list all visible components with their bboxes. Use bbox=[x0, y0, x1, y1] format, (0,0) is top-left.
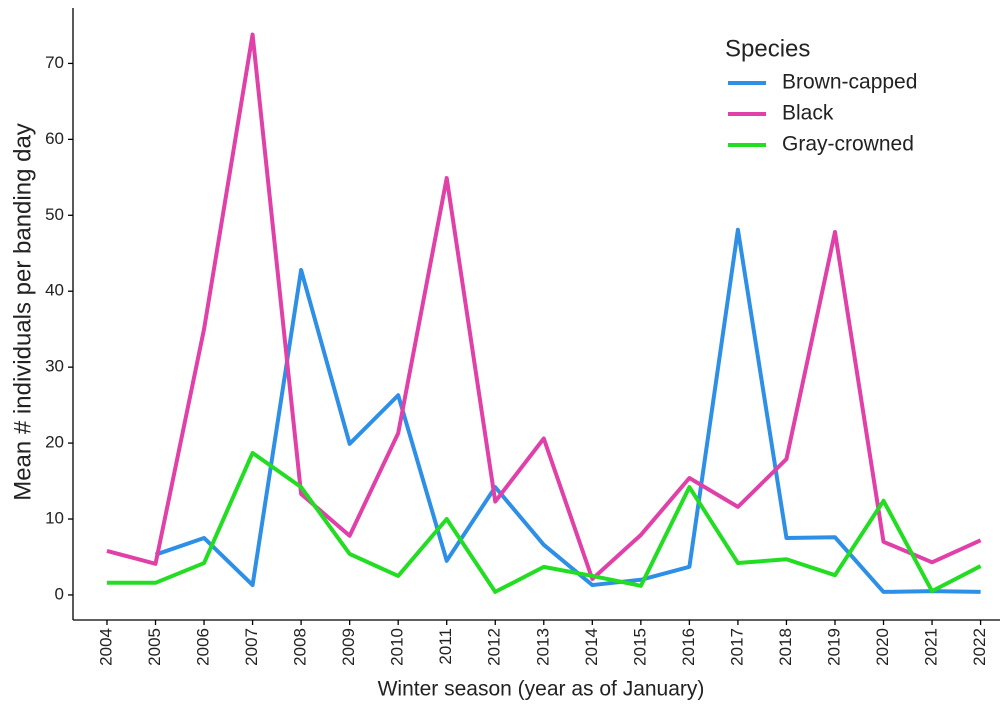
y-tick-label: 40 bbox=[45, 281, 64, 300]
x-tick-label: 2019 bbox=[824, 628, 843, 666]
x-tick-label: 2005 bbox=[145, 628, 164, 666]
y-tick-label: 50 bbox=[45, 205, 64, 224]
y-tick-label: 10 bbox=[45, 508, 64, 527]
x-tick-label: 2008 bbox=[291, 628, 310, 666]
x-tick-label: 2020 bbox=[873, 628, 892, 666]
x-tick-label: 2016 bbox=[679, 628, 698, 666]
y-tick-label: 70 bbox=[45, 53, 64, 72]
y-axis-label: Mean # individuals per banding day bbox=[9, 123, 36, 501]
legend-label: Black bbox=[782, 102, 834, 125]
x-tick-label: 2015 bbox=[630, 628, 649, 666]
x-tick-label: 2010 bbox=[388, 628, 407, 666]
series-line bbox=[154, 227, 981, 594]
legend-title: Species bbox=[725, 35, 810, 62]
x-tick-label: 2011 bbox=[436, 628, 455, 665]
x-tick-label: 2004 bbox=[96, 628, 115, 666]
y-tick-label: 30 bbox=[45, 357, 64, 376]
x-tick-label: 2012 bbox=[485, 628, 504, 666]
x-tick-label: 2013 bbox=[533, 628, 552, 666]
series-line bbox=[106, 450, 982, 594]
y-tick-label: 20 bbox=[45, 433, 64, 452]
x-tick-label: 2014 bbox=[582, 628, 601, 666]
series-line bbox=[106, 32, 982, 581]
x-tick-label: 2021 bbox=[922, 628, 941, 666]
x-tick-label: 2018 bbox=[776, 628, 795, 666]
y-tick-label: 0 bbox=[55, 584, 64, 603]
x-tick-label: 2009 bbox=[339, 628, 358, 666]
legend-label: Gray-crowned bbox=[782, 133, 914, 156]
x-axis-label: Winter season (year as of January) bbox=[378, 678, 705, 701]
legend-label: Brown-capped bbox=[782, 71, 917, 94]
y-tick-label: 60 bbox=[45, 129, 64, 148]
x-tick-label: 2006 bbox=[194, 628, 213, 666]
x-tick-label: 2017 bbox=[727, 628, 746, 666]
x-tick-label: 2007 bbox=[242, 628, 261, 666]
x-tick-label: 2022 bbox=[970, 628, 989, 666]
